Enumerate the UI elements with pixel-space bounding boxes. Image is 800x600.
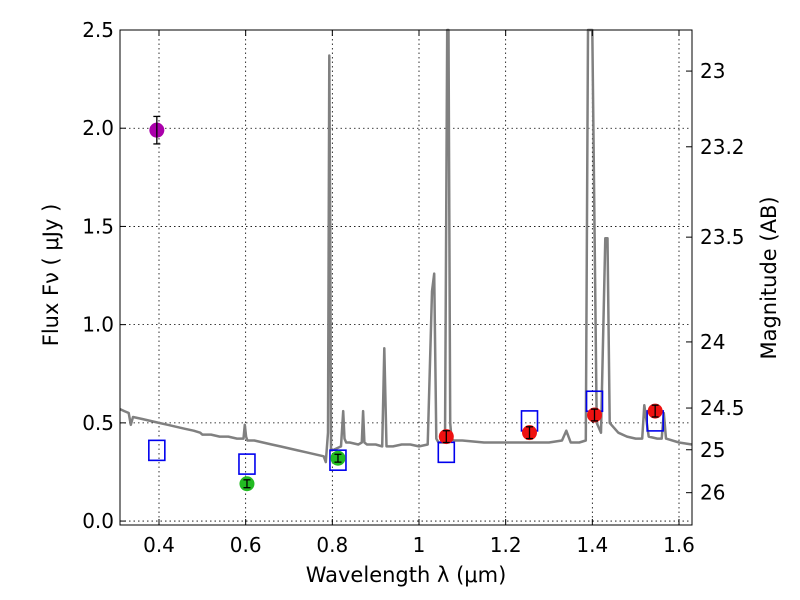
model-sed-line — [119, 28, 693, 464]
axis-ticks: 0.4 0.6 0.8 1 1.2 1.4 1.6 0.0 0.5 1.0 1.5 2.0 2.5 23 2… — [82, 18, 744, 557]
plot-area — [119, 28, 693, 492]
model-photometry-square — [437, 441, 456, 464]
y-tick-label: 2.0 — [82, 116, 114, 140]
x-tick-label: 1 — [413, 533, 426, 557]
x-tick-label: 1.2 — [490, 533, 522, 557]
x-tick-label: 0.4 — [143, 533, 175, 557]
x-tick-label: 0.6 — [230, 533, 262, 557]
mag-tick-label: 25 — [700, 438, 725, 462]
right-axis-label: Magnitude (AB) — [757, 196, 781, 359]
mag-tick-label: 23 — [700, 59, 725, 83]
model-photometry-square — [329, 449, 347, 471]
y-tick-label: 1.0 — [82, 313, 114, 337]
y-tick-label: 1.5 — [82, 214, 114, 238]
x-tick-label: 1.4 — [576, 533, 608, 557]
x-tick-label: 1.6 — [663, 533, 695, 557]
mag-tick-label: 23.2 — [700, 135, 745, 159]
mag-tick-label: 24.5 — [700, 396, 745, 420]
y-tick-label: 2.5 — [82, 18, 114, 42]
model-photometry-square — [148, 439, 166, 462]
grid — [120, 29, 692, 525]
mag-tick-label: 26 — [700, 481, 725, 505]
x-tick-label: 0.8 — [316, 533, 348, 557]
y-axis-label: Flux Fν ( μJy ) — [39, 204, 63, 347]
plot-frame — [119, 29, 693, 526]
x-axis-label: Wavelength λ (μm) — [306, 563, 507, 587]
y-tick-label: 0.5 — [82, 411, 114, 435]
mag-tick-label: 23.5 — [700, 225, 745, 249]
y-tick-label: 0.0 — [82, 509, 114, 533]
mag-tick-label: 24 — [700, 330, 725, 354]
model-photometry-square — [238, 453, 256, 475]
